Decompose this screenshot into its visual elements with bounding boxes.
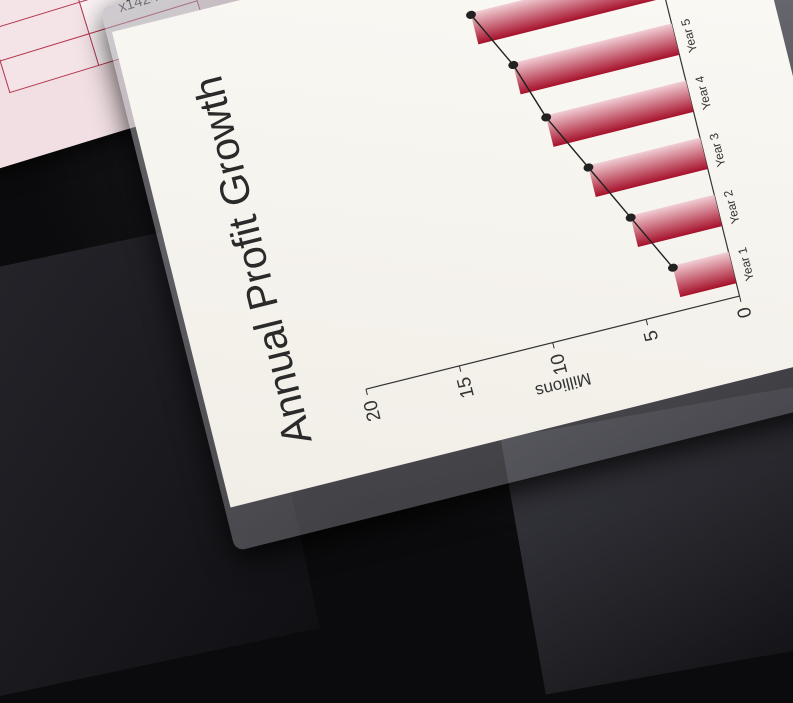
category-axis (653, 0, 741, 297)
value-tick-label: 20 (360, 398, 385, 424)
trend-point (667, 263, 678, 272)
chart-title: Annual Profit Growth (184, 72, 320, 450)
value-tick-label: 5 (640, 328, 663, 343)
value-tick-label: 0 (734, 305, 757, 320)
value-tick (365, 389, 368, 396)
category-label: Year 4 (692, 74, 714, 111)
value-tick-label: 15 (454, 375, 479, 401)
trend-point (625, 213, 636, 222)
trend-point (466, 10, 476, 19)
value-tick (739, 295, 742, 302)
trend-point (583, 163, 594, 172)
category-label: Year 1 (735, 245, 757, 282)
trend-point (541, 113, 552, 122)
bar (587, 137, 708, 197)
value-tick (458, 365, 462, 372)
value-tick-label: 10 (547, 351, 572, 377)
value-tick (552, 342, 555, 349)
trend-point (508, 60, 519, 70)
value-tick (645, 319, 649, 326)
bar (470, 0, 666, 45)
category-label: Year 3 (707, 131, 729, 168)
trend-line (470, 14, 674, 269)
bar-chart: Annual Profit Growth 05101520MillionsYea… (184, 0, 757, 450)
bar (672, 251, 737, 298)
bar (630, 194, 723, 248)
category-label: Year 2 (721, 188, 743, 225)
bar (545, 80, 694, 147)
category-label: Year 5 (678, 17, 700, 54)
bar (512, 23, 680, 95)
chart-paper: Annual Profit Growth 0 5 10 15 20 Millions Yea… (112, 0, 793, 508)
